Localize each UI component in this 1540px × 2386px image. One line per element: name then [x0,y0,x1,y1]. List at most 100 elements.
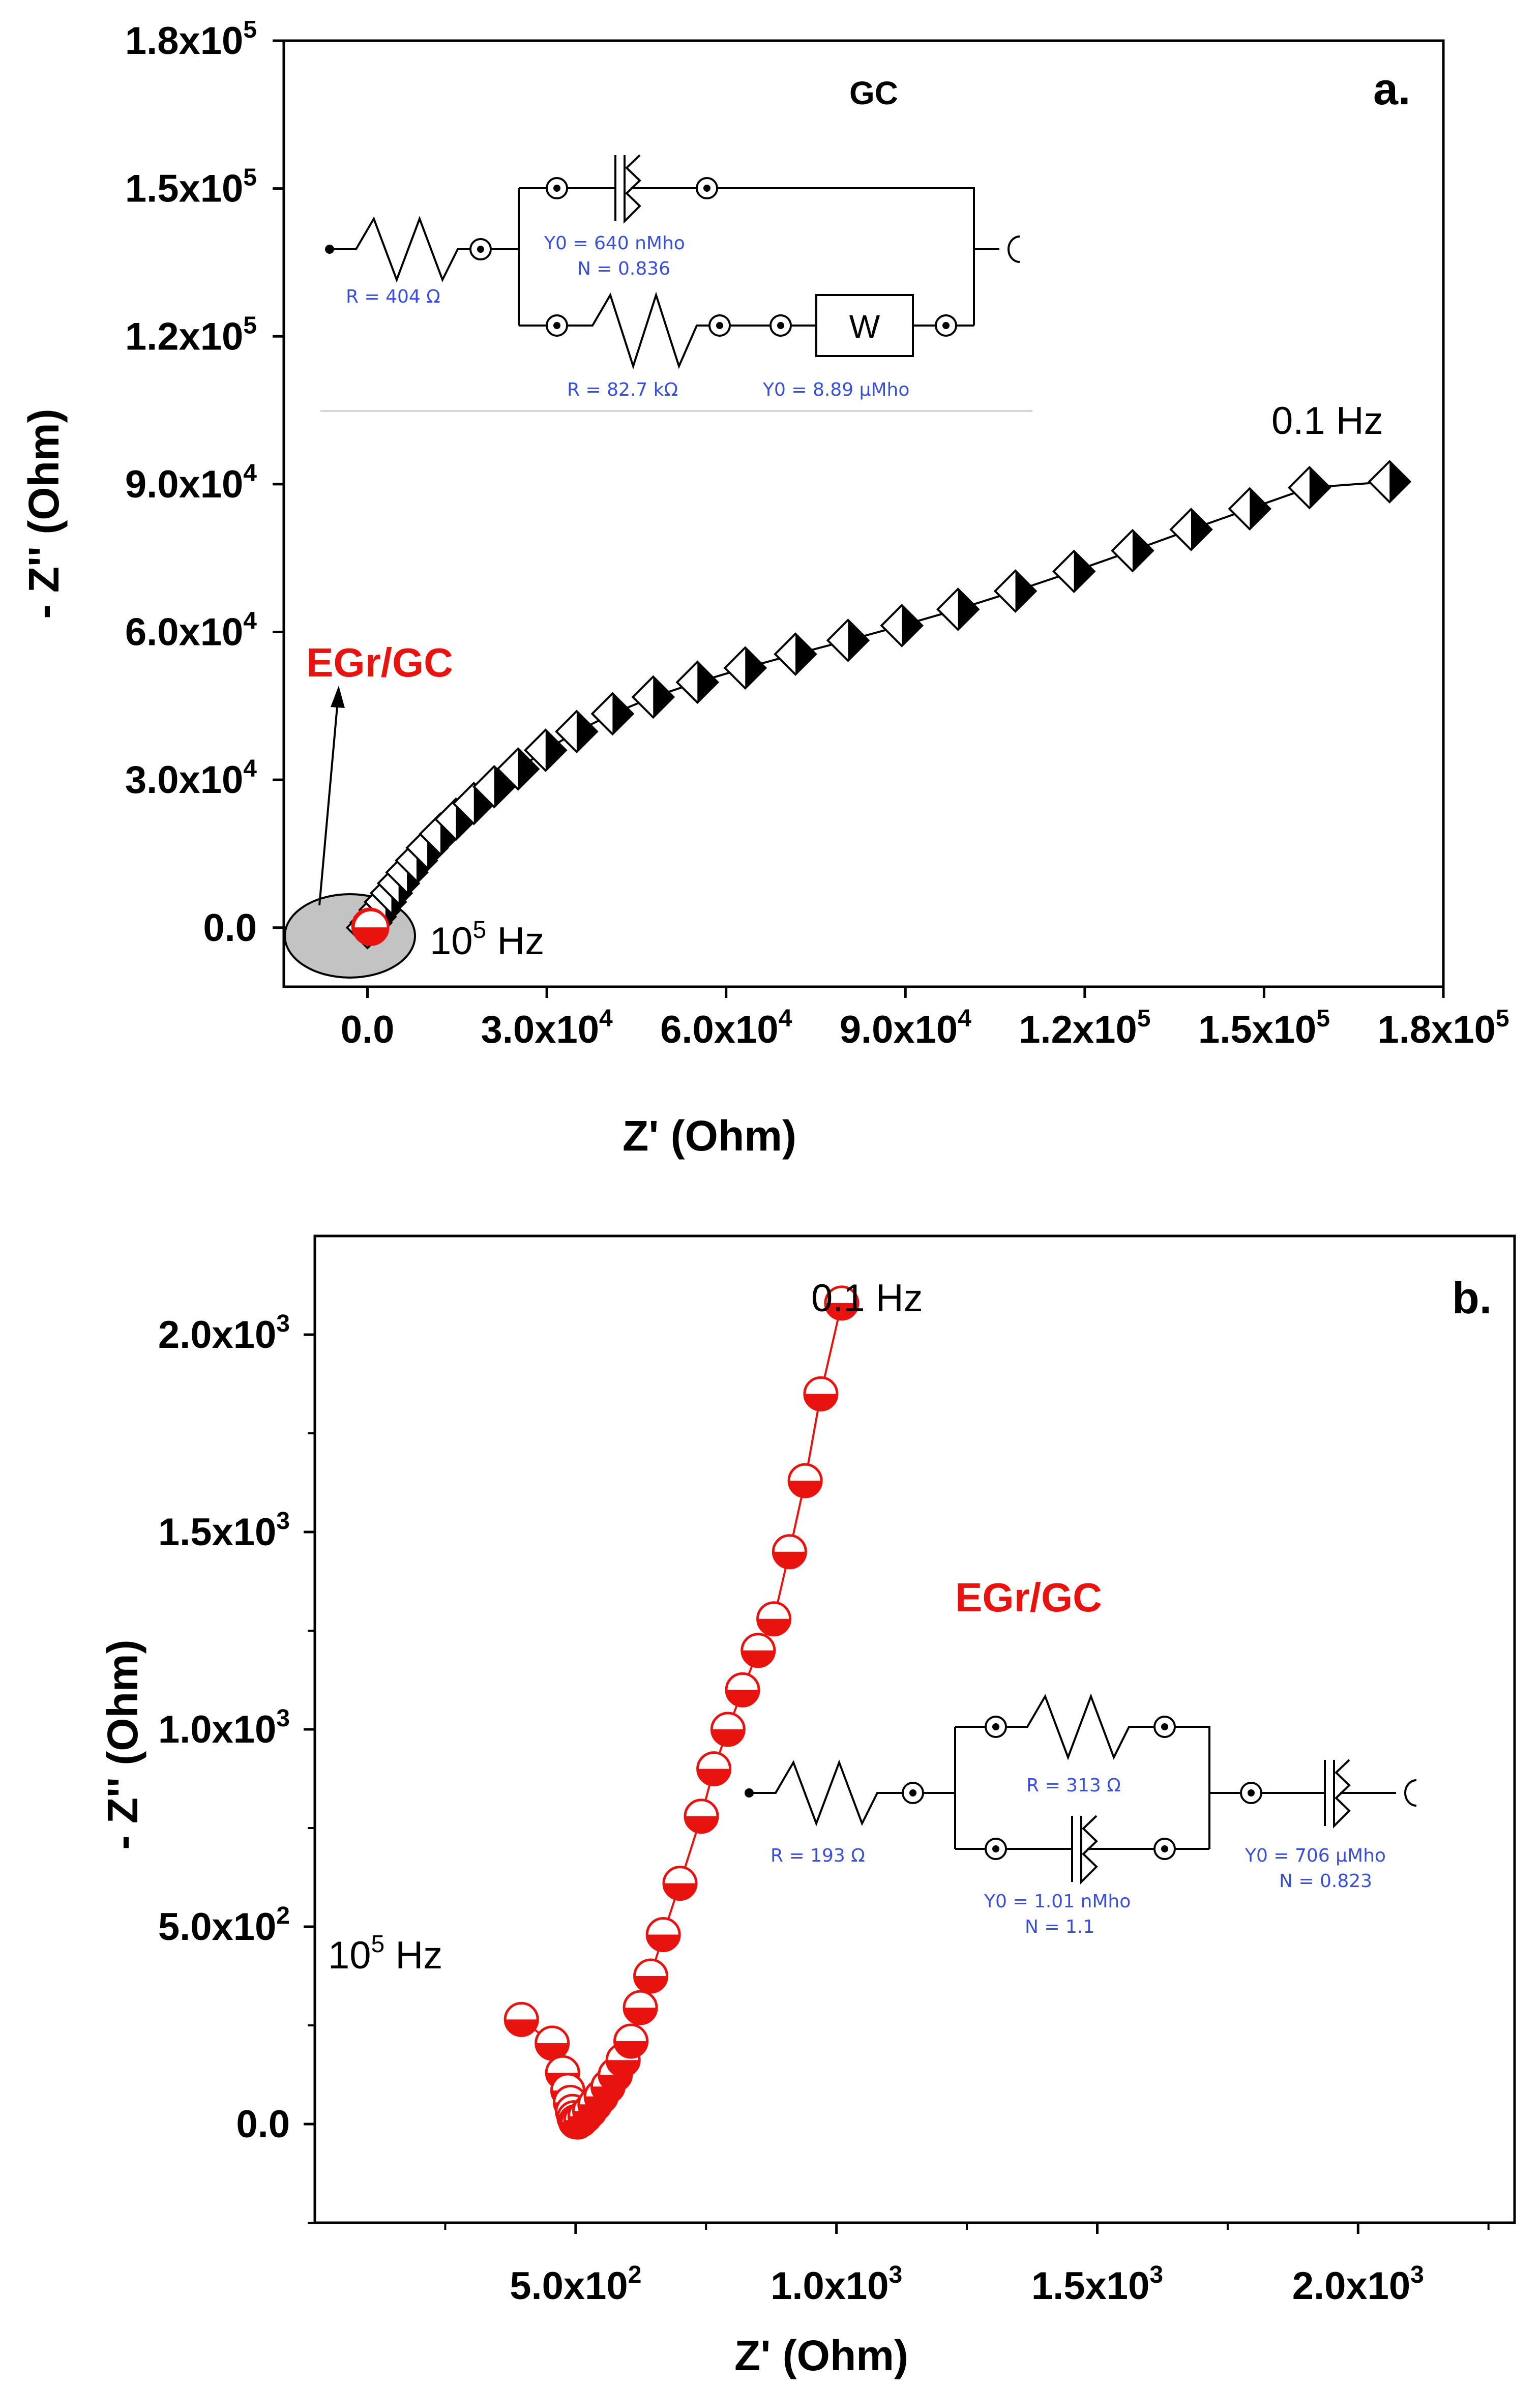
panel-b-y-ticks: 0.0 5.0x102 1.0x103 1.5x103 2.0x103 [158,1310,315,2224]
data-point [645,1917,681,1953]
data-point [936,587,980,631]
data-point [1052,549,1096,594]
panel-b-equivalent-circuit: R = 193 Ω R = 313 Ω Y0 = 1.01 nMho N = 1… [745,1693,1417,1937]
x-tick-label: 3.0x104 [481,1005,613,1051]
data-point [880,604,924,647]
panel-a-y-axis-title: - Z'' (Ohm) [20,408,68,618]
panel-b-series-lines [520,1303,843,2124]
data-point [710,1712,746,1747]
y-tick-label: 1.8x105 [125,16,257,63]
panel-a-x-axis-title: Z' (Ohm) [623,1112,796,1160]
x-tick-label: 5.0x102 [510,2261,641,2308]
circuit-a-cpe-n-label: N = 0.836 [577,258,670,279]
circuit-b-cpe2-n-label: N = 0.823 [1279,1871,1372,1892]
y-tick-label: 0.0 [236,2103,290,2146]
data-point [803,1376,839,1411]
panel-a-start-frequency: 105 Hz [430,917,544,963]
data-point [675,660,720,704]
y-tick-label: 1.2x105 [125,312,257,358]
panel-a-plot-frame [282,39,1445,988]
circuit-b-r2-label: R = 313 Ω [1026,1775,1121,1796]
data-point [824,1285,860,1321]
data-point [633,1958,669,1994]
series-line [520,1303,843,2124]
x-tick-label: 9.0x104 [840,1005,971,1051]
data-point [523,728,568,772]
panel-a-series-lines [366,481,1390,928]
y-tick-label: 1.5x103 [158,1508,290,1554]
x-tick-label: 1.2x105 [1019,1005,1150,1051]
panel-a-series-marks [345,460,1412,950]
panel-b-x-ticks: 5.0x102 1.0x103 1.5x103 2.0x103 [444,2223,1490,2308]
panel-a-arrow [318,686,345,906]
y-tick-label: 6.0x104 [125,608,257,654]
panel-b-label: b. [1452,1273,1492,1323]
panel-b-egr-label: EGr/GC [955,1575,1102,1620]
data-point [613,2023,649,2059]
circuit-a-warburg-box [815,294,914,357]
data-point [496,747,540,791]
data-point [826,618,870,662]
panel-a-label: a. [1373,64,1410,114]
data-point [590,692,635,736]
data-point [1287,465,1331,510]
data-point [1228,487,1272,531]
circuit-a-r2-label: R = 82.7 kΩ [567,379,678,400]
circuit-b-cpe2-y0-label: Y0 = 706 μMho [1245,1845,1386,1866]
panel-a-egr-label: EGr/GC [306,640,453,685]
x-tick-label: 0.0 [341,1008,395,1051]
data-point [756,1601,792,1637]
data-point [696,1751,732,1787]
circuit-a-cpe-y0-label: Y0 = 640 nMho [544,233,685,254]
data-point [1111,528,1154,573]
y-tick-label: 9.0x104 [125,460,257,506]
data-point [1169,508,1213,551]
panel-b-series-marks [504,1285,860,2140]
y-tick-label: 1.0x103 [158,1705,290,1751]
data-point [352,908,390,946]
circuit-b-cpe1-y0-label: Y0 = 1.01 nMho [984,1891,1131,1912]
panel-a-end-frequency: 0.1 Hz [1271,399,1383,443]
y-tick-label: 1.5x105 [125,164,257,211]
panel-b-start-frequency: 105 Hz [328,1931,442,1977]
data-point [684,1799,719,1834]
x-tick-label: 6.0x104 [660,1005,792,1051]
y-tick-label: 3.0x104 [125,755,257,802]
data-point [787,1463,823,1498]
data-point [662,1866,698,1901]
panel-a-x-ticks: 0.0 3.0x104 6.0x104 9.0x104 1.2x105 1.5x105 1.… [341,987,1509,1051]
x-tick-label: 2.0x103 [1292,2261,1424,2308]
data-point [772,1534,807,1570]
data-point [993,569,1038,613]
data-point [555,710,599,754]
x-tick-label: 1.5x105 [1198,1005,1330,1051]
data-point [725,1672,760,1707]
data-point [774,632,817,676]
circuit-b-r1-label: R = 193 Ω [771,1845,865,1866]
panel-a: 0.0 3.0x104 6.0x104 9.0x104 1.2x105 1.5x105 1.… [20,16,1509,1160]
panel-a-equivalent-circuit: W R = 404 Ω Y0 = 640 nMho N = 0.836 R = … [320,154,1032,412]
panel-b-x-axis-title: Z' (Ohm) [734,2332,908,2379]
data-point [535,2025,570,2061]
data-point [504,2001,539,2037]
data-point [741,1633,776,1668]
x-tick-label: 1.0x103 [771,2261,902,2308]
series-line [366,481,1390,928]
data-point [623,1990,658,2025]
panel-b-plot-frame [313,1234,1516,2224]
circuit-a-warburg-symbol: W [849,308,880,345]
data-point [1368,460,1412,504]
x-tick-label: 1.8x105 [1377,1005,1509,1051]
data-point [723,646,767,690]
panel-b-end-frequency: 0.1 Hz [811,1277,923,1320]
y-tick-label: 2.0x103 [158,1310,290,1357]
circuit-a-r1-label: R = 404 Ω [346,286,440,307]
panel-b: 5.0x102 1.0x103 1.5x103 2.0x103 0.0 5.0x102 1… [99,1234,1516,2379]
circuit-b-cpe1-n-label: N = 1.1 [1025,1917,1094,1937]
circuit-a-w-y0-label: Y0 = 8.89 μMho [762,379,909,400]
x-tick-label: 1.5x103 [1031,2261,1163,2308]
panel-a-title: GC [849,75,898,111]
data-point [631,675,675,719]
y-tick-label: 0.0 [203,906,257,950]
